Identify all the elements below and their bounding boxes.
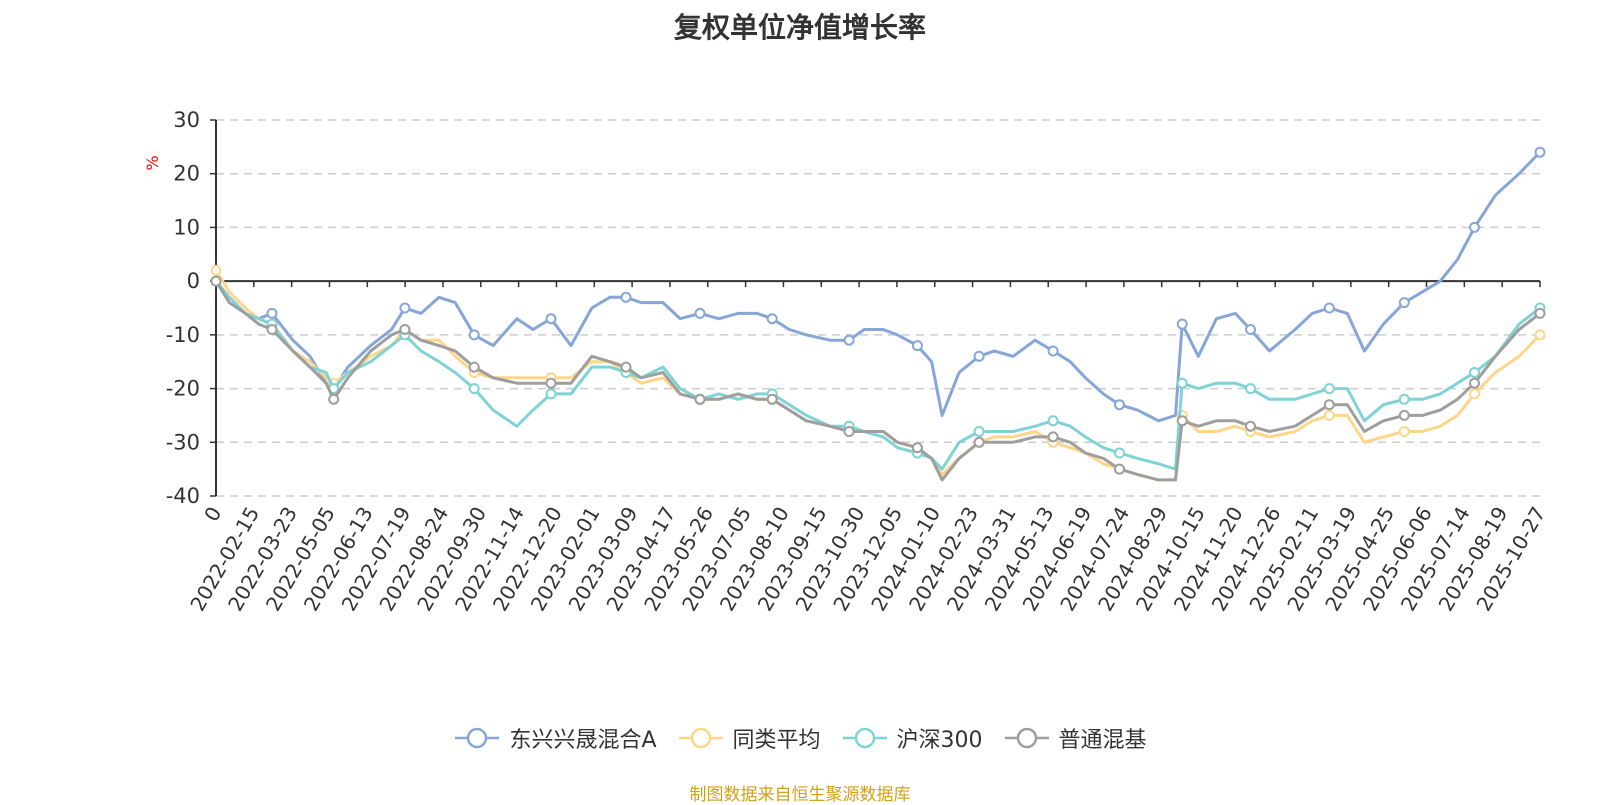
data-point — [1047, 431, 1059, 443]
data-point — [766, 313, 778, 325]
data-point — [210, 264, 222, 276]
series-2 — [210, 275, 1546, 471]
data-point — [843, 426, 855, 437]
data-point — [973, 350, 985, 362]
data-point — [843, 334, 855, 346]
y-tick-label: -30 — [166, 430, 200, 454]
y-tick-label: 10 — [173, 215, 200, 239]
data-point — [1245, 324, 1256, 335]
source-note: 制图数据来自恒生聚源数据库 — [689, 785, 911, 805]
legend-label: 普通混基 — [1058, 728, 1147, 753]
data-point — [694, 393, 706, 405]
data-point — [1469, 221, 1480, 233]
data-point — [1114, 447, 1125, 459]
series-line — [214, 268, 1542, 482]
series-line — [214, 279, 1542, 471]
data-point — [1534, 329, 1546, 341]
data-point — [468, 329, 480, 341]
y-tick-label: -10 — [166, 323, 200, 347]
data-point — [1245, 383, 1256, 395]
data-point — [620, 291, 632, 303]
data-point — [1114, 399, 1125, 411]
data-point — [694, 307, 706, 319]
y-axis-unit: % — [143, 155, 162, 170]
data-point — [1323, 409, 1335, 421]
legend-item[interactable]: 同类平均 — [677, 722, 821, 754]
data-point — [766, 393, 778, 405]
data-point — [545, 388, 557, 400]
y-tick-label: -20 — [166, 377, 200, 401]
y-tick-label: 20 — [173, 162, 200, 186]
data-point — [911, 442, 923, 454]
data-point — [545, 313, 557, 325]
data-point — [1114, 463, 1125, 475]
data-point — [973, 426, 985, 437]
data-point — [468, 383, 480, 395]
data-point — [1398, 297, 1410, 309]
data-point — [620, 361, 632, 373]
series-3 — [210, 275, 1546, 482]
data-point — [973, 436, 985, 448]
data-point — [1047, 345, 1059, 357]
data-point — [545, 377, 557, 389]
data-point — [1176, 318, 1188, 330]
y-axis: 30 20 10 0 -10 -20 -30 -40 — [166, 108, 217, 508]
data-point — [1469, 388, 1480, 400]
data-point — [210, 275, 222, 287]
legend-label: 同类平均 — [732, 728, 821, 753]
data-point — [1323, 399, 1335, 411]
legend-marker-icon — [842, 727, 887, 749]
data-point — [1323, 302, 1335, 314]
data-point — [1047, 415, 1059, 427]
data-point — [266, 324, 278, 335]
grid-lines — [216, 119, 1540, 497]
data-point — [468, 361, 480, 373]
legend-item[interactable]: 东兴兴晟混合A — [453, 722, 657, 754]
legend-marker-icon — [678, 727, 723, 749]
y-tick-label: -40 — [166, 484, 200, 508]
data-point — [399, 302, 411, 314]
y-tick-label: 0 — [187, 269, 200, 293]
series-0 — [210, 146, 1546, 423]
data-point — [266, 307, 278, 319]
y-tick-label: 30 — [173, 108, 200, 132]
data-point — [1534, 307, 1546, 319]
data-point — [1398, 426, 1410, 437]
data-point — [1398, 409, 1410, 421]
legend: 东兴兴晟混合A 同类平均 沪深300 普通混基 — [0, 722, 1600, 756]
data-point — [1176, 377, 1188, 389]
series-lines — [210, 146, 1546, 482]
data-point — [1469, 377, 1480, 389]
data-point — [1469, 367, 1480, 378]
data-point — [1245, 420, 1256, 432]
data-point — [328, 393, 340, 405]
data-point — [911, 340, 923, 352]
x-tick-label: 0 — [199, 503, 226, 526]
series-line — [214, 150, 1542, 423]
legend-item[interactable]: 沪深300 — [841, 722, 983, 754]
data-point — [1398, 393, 1410, 405]
data-point — [1176, 415, 1188, 427]
data-point — [1323, 383, 1335, 395]
legend-marker-icon — [455, 727, 500, 749]
series-1 — [210, 264, 1546, 482]
series-line — [214, 279, 1542, 482]
legend-label: 沪深300 — [896, 728, 983, 753]
legend-label: 东兴兴晟混合A — [509, 728, 657, 753]
data-point — [399, 324, 411, 335]
legend-marker-icon — [1004, 727, 1049, 749]
legend-item[interactable]: 普通混基 — [1003, 722, 1147, 754]
data-point — [1534, 146, 1546, 158]
chart-title: 复权单位净值增长率 — [673, 11, 926, 44]
